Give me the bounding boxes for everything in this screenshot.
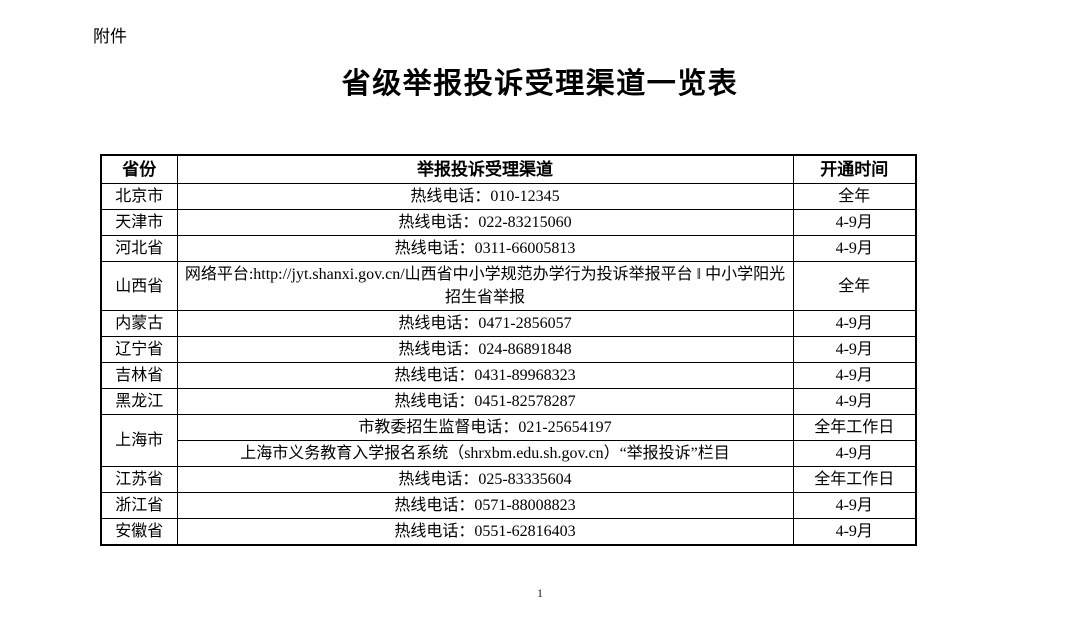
cell-time: 4-9月 xyxy=(792,440,917,467)
table-row: 北京市 热线电话：010-12345 全年 xyxy=(100,183,917,210)
cell-channel: 热线电话：0571-88008823 xyxy=(176,492,794,519)
cell-province: 吉林省 xyxy=(100,362,178,389)
table-header-row: 省份 举报投诉受理渠道 开通时间 xyxy=(100,154,917,184)
table-row: 安徽省 热线电话：0551-62816403 4-9月 xyxy=(100,518,917,546)
table-row: 河北省 热线电话：0311-66005813 4-9月 xyxy=(100,235,917,262)
cell-province: 安徽省 xyxy=(100,518,178,546)
cell-province: 江苏省 xyxy=(100,466,178,493)
cell-time: 全年工作日 xyxy=(792,414,917,441)
cell-time: 全年工作日 xyxy=(792,466,917,493)
cell-channel: 热线电话：0551-62816403 xyxy=(176,518,794,546)
cell-channel: 热线电话：024-86891848 xyxy=(176,336,794,363)
cell-time: 4-9月 xyxy=(792,209,917,236)
cell-channel: 热线电话：0471-2856057 xyxy=(176,310,794,337)
channels-table: 省份 举报投诉受理渠道 开通时间 北京市 热线电话：010-12345 全年 天… xyxy=(100,154,917,546)
header-cell-province: 省份 xyxy=(100,154,178,184)
table-row: 黑龙江 热线电话：0451-82578287 4-9月 xyxy=(100,388,917,415)
cell-time: 4-9月 xyxy=(792,336,917,363)
table-row: 山西省 网络平台:http://jyt.shanxi.gov.cn/山西省中小学… xyxy=(100,261,917,311)
cell-province: 河北省 xyxy=(100,235,178,262)
cell-channel: 热线电话：022-83215060 xyxy=(176,209,794,236)
cell-province: 浙江省 xyxy=(100,492,178,519)
cell-channel: 网络平台:http://jyt.shanxi.gov.cn/山西省中小学规范办学… xyxy=(176,261,794,311)
cell-province: 北京市 xyxy=(100,183,178,210)
cell-time: 4-9月 xyxy=(792,362,917,389)
cell-channel: 市教委招生监督电话：021-25654197 xyxy=(176,414,794,441)
table-row: 内蒙古 热线电话：0471-2856057 4-9月 xyxy=(100,310,917,337)
table-row: 上海市 市教委招生监督电话：021-25654197 全年工作日 xyxy=(100,414,917,467)
page-title: 省级举报投诉受理渠道一览表 xyxy=(341,68,739,100)
cell-time: 4-9月 xyxy=(792,518,917,546)
table-row: 天津市 热线电话：022-83215060 4-9月 xyxy=(100,209,917,236)
attachment-label: 附件 xyxy=(93,27,127,46)
cell-channel: 热线电话：0451-82578287 xyxy=(176,388,794,415)
cell-time: 4-9月 xyxy=(792,235,917,262)
cell-time: 全年 xyxy=(792,183,917,210)
header-cell-channel: 举报投诉受理渠道 xyxy=(176,154,794,184)
cell-channel: 热线电话：0311-66005813 xyxy=(176,235,794,262)
table-row: 江苏省 热线电话：025-83335604 全年工作日 xyxy=(100,466,917,493)
table-row: 浙江省 热线电话：0571-88008823 4-9月 xyxy=(100,492,917,519)
cell-time: 全年 xyxy=(792,261,917,311)
cell-channel: 热线电话：010-12345 xyxy=(176,183,794,210)
cell-channel: 热线电话：025-83335604 xyxy=(176,466,794,493)
cell-province: 辽宁省 xyxy=(100,336,178,363)
table-row: 辽宁省 热线电话：024-86891848 4-9月 xyxy=(100,336,917,363)
cell-province: 上海市 xyxy=(100,414,178,467)
cell-time: 4-9月 xyxy=(792,492,917,519)
cell-province: 天津市 xyxy=(100,209,178,236)
header-cell-time: 开通时间 xyxy=(792,154,917,184)
table-row: 上海市义务教育入学报名系统（shrxbm.edu.sh.gov.cn）“举报投诉… xyxy=(101,440,917,467)
cell-province: 内蒙古 xyxy=(100,310,178,337)
table-row: 吉林省 热线电话：0431-89968323 4-9月 xyxy=(100,362,917,389)
page-number: 1 xyxy=(537,586,543,600)
cell-channel: 热线电话：0431-89968323 xyxy=(176,362,794,389)
cell-time: 4-9月 xyxy=(792,388,917,415)
cell-province: 黑龙江 xyxy=(100,388,178,415)
cell-time: 4-9月 xyxy=(792,310,917,337)
cell-province: 山西省 xyxy=(100,261,178,311)
cell-channel: 上海市义务教育入学报名系统（shrxbm.edu.sh.gov.cn）“举报投诉… xyxy=(176,440,794,467)
